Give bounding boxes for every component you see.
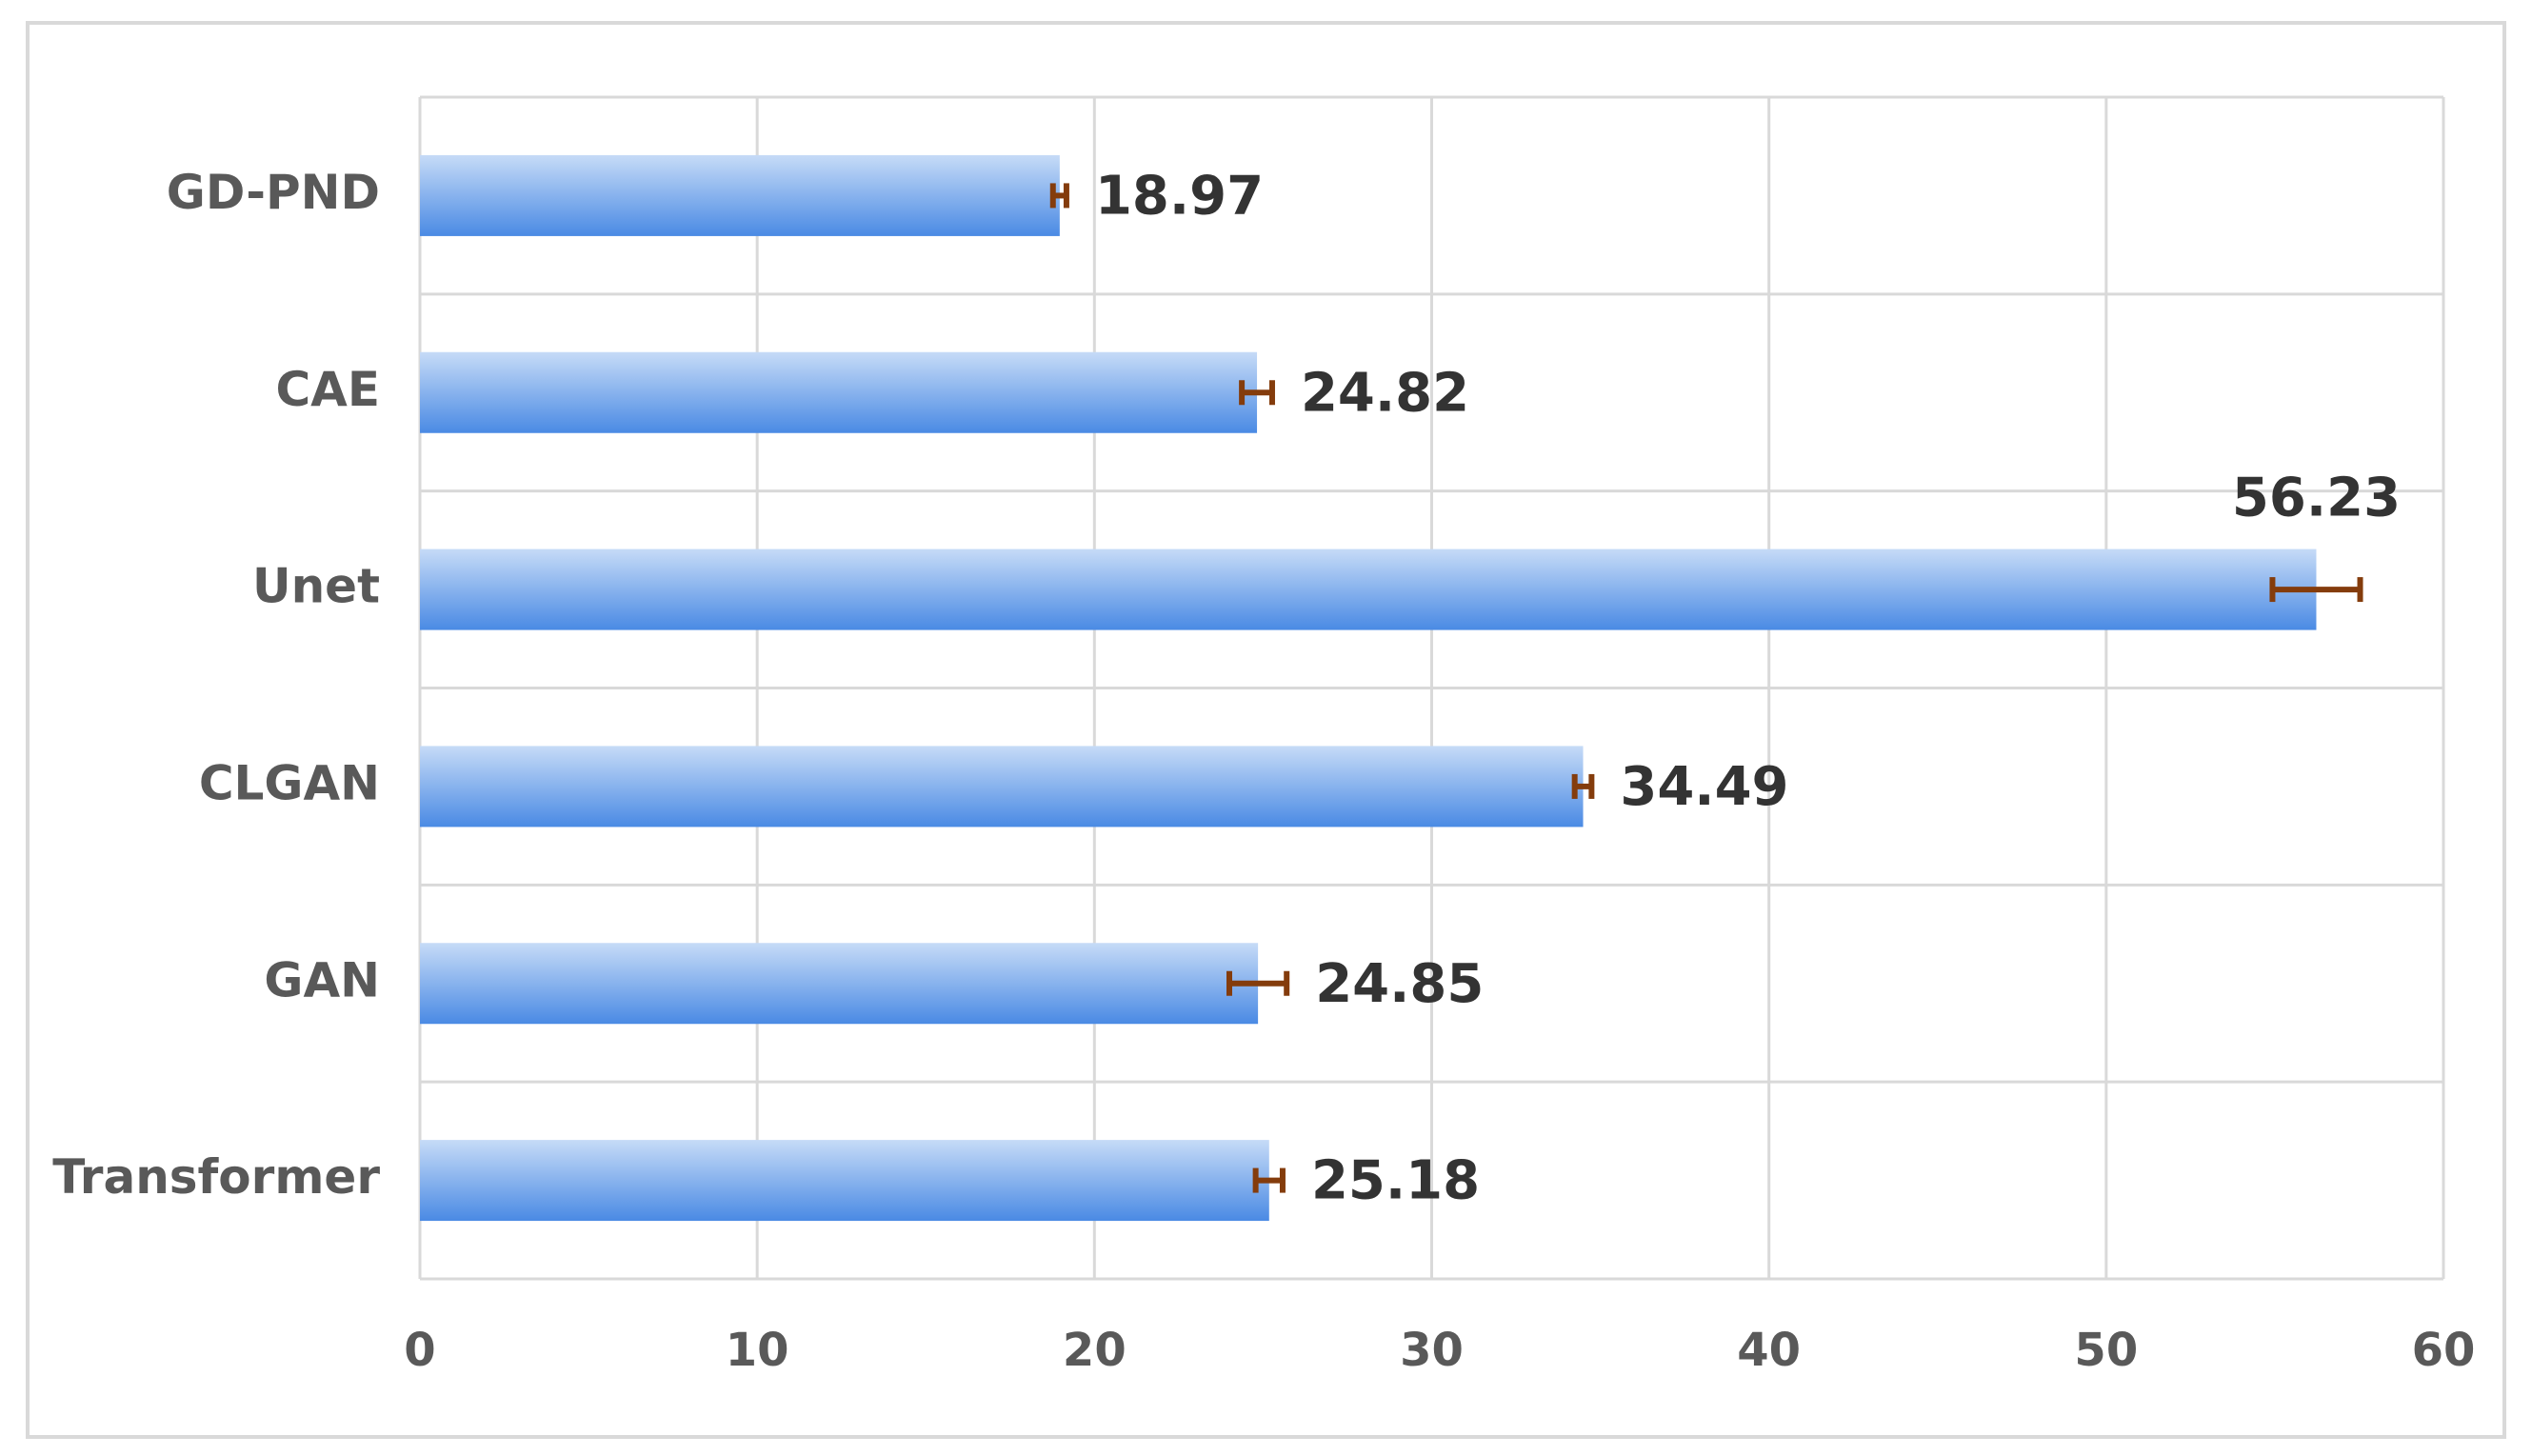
- x-tick-label: 10: [726, 1324, 789, 1377]
- data-label: 18.97: [1095, 166, 1264, 228]
- bar: [420, 943, 1259, 1025]
- y-tick-label: CLGAN: [199, 755, 380, 810]
- error-bar: [1239, 380, 1275, 406]
- error-bar: [2269, 577, 2363, 603]
- bar: [420, 1140, 1269, 1222]
- data-label: 24.82: [1301, 362, 1469, 424]
- y-tick-label: GD-PND: [167, 165, 380, 220]
- bar: [420, 548, 2317, 630]
- y-tick-label: Transformer: [52, 1149, 380, 1205]
- x-tick-label: 40: [1737, 1324, 1801, 1377]
- x-tick-label: 60: [2412, 1324, 2476, 1377]
- bar: [420, 154, 1060, 236]
- x-tick-label: 50: [2074, 1324, 2138, 1377]
- bar: [420, 746, 1584, 828]
- data-label: 25.18: [1311, 1150, 1480, 1212]
- y-tick-label: CAE: [275, 362, 380, 417]
- error-bar: [1252, 1167, 1286, 1193]
- x-tick-label: 30: [1400, 1324, 1464, 1377]
- error-bar: [1571, 773, 1595, 799]
- x-tick-label: 20: [1063, 1324, 1126, 1377]
- y-tick-label: Unet: [252, 559, 380, 614]
- error-bar: [1226, 970, 1290, 996]
- y-tick-label: GAN: [264, 952, 380, 1007]
- data-label: 24.85: [1315, 953, 1484, 1015]
- data-label: 34.49: [1620, 756, 1788, 818]
- x-tick-label: 0: [404, 1324, 435, 1377]
- data-label: 56.23: [2232, 468, 2401, 529]
- chart-border: [26, 21, 2506, 1439]
- error-bar: [1049, 183, 1069, 209]
- bar: [420, 351, 1258, 433]
